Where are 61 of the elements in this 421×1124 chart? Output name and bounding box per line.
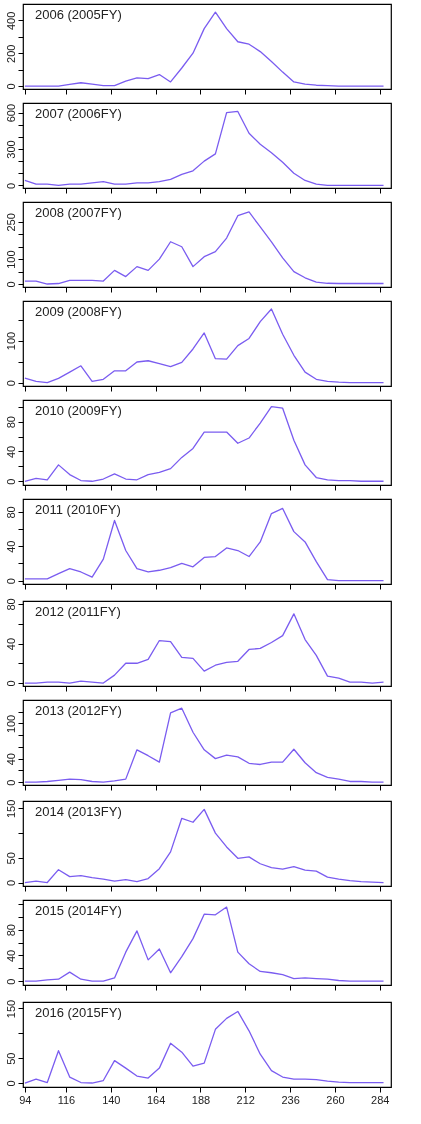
x-tick-label: 116 xyxy=(57,1093,76,1106)
y-tick-label: 0 xyxy=(4,281,17,288)
x-tick-label: 260 xyxy=(326,1093,345,1106)
y-tick-label: 0 xyxy=(4,680,17,687)
chart-title: 2011 (2010FY) xyxy=(35,502,121,517)
x-tick-label: 188 xyxy=(191,1093,211,1106)
y-tick-label: 40 xyxy=(4,949,17,962)
line-series xyxy=(24,406,385,482)
y-tick-label: 100 xyxy=(4,714,17,734)
y-tick-label: 100 xyxy=(4,331,17,351)
line-series xyxy=(24,808,385,884)
y-tick-label: 250 xyxy=(4,213,17,232)
chart-title: 2007 (2006FY) xyxy=(35,106,122,121)
line-series xyxy=(24,11,385,87)
chart-title: 2009 (2008FY) xyxy=(35,304,122,319)
y-tick-label: 200 xyxy=(4,44,17,63)
line-series xyxy=(24,507,385,582)
y-tick-label: 0 xyxy=(4,478,17,485)
y-tick-label: 80 xyxy=(4,924,17,937)
y-tick-label: 0 xyxy=(4,578,17,585)
y-tick-label: 300 xyxy=(4,140,17,159)
line-series xyxy=(24,308,385,384)
y-tick-label: 80 xyxy=(4,598,17,611)
chart-title: 2010 (2009FY) xyxy=(35,403,122,418)
chart-title: 2015 (2014FY) xyxy=(35,903,122,918)
chart-title: 2016 (2015FY) xyxy=(35,1005,122,1020)
chart-title: 2013 (2012FY) xyxy=(35,703,122,718)
y-tick-label: 100 xyxy=(4,250,17,269)
y-tick-label: 0 xyxy=(4,879,17,887)
y-tick-label: 40 xyxy=(4,753,17,766)
line-series xyxy=(24,707,385,783)
line-series xyxy=(24,110,385,186)
chart-title: 2012 (2011FY) xyxy=(35,604,121,619)
chart-title: 2014 (2013FY) xyxy=(35,804,122,819)
y-tick-label: 50 xyxy=(4,852,17,865)
y-tick-label: 40 xyxy=(4,637,17,651)
y-tick-label: 50 xyxy=(4,1052,17,1065)
chart-title: 2008 (2007FY) xyxy=(35,205,122,220)
chart-title: 2006 (2005FY) xyxy=(35,7,122,22)
y-tick-label: 0 xyxy=(4,1080,17,1087)
x-tick-label: 94 xyxy=(19,1093,32,1106)
y-tick-label: 600 xyxy=(4,104,17,123)
line-series xyxy=(24,906,385,982)
y-tick-label: 40 xyxy=(4,540,17,553)
y-tick-label: 0 xyxy=(4,380,17,387)
x-tick-label: 284 xyxy=(371,1093,390,1106)
x-tick-label: 164 xyxy=(146,1093,166,1106)
y-tick-label: 150 xyxy=(4,999,17,1019)
y-tick-label: 40 xyxy=(4,445,17,459)
y-tick-label: 0 xyxy=(4,182,17,189)
x-tick-label: 212 xyxy=(236,1093,255,1106)
x-tick-label: 140 xyxy=(102,1093,121,1106)
line-series xyxy=(24,1010,385,1084)
y-tick-label: 150 xyxy=(4,799,17,819)
y-tick-label: 0 xyxy=(4,779,17,786)
y-tick-label: 80 xyxy=(4,416,17,429)
y-tick-label: 80 xyxy=(4,506,17,519)
y-tick-label: 0 xyxy=(4,978,17,985)
x-tick-label: 236 xyxy=(281,1093,300,1106)
y-tick-label: 400 xyxy=(4,11,17,31)
y-tick-label: 0 xyxy=(4,83,17,90)
